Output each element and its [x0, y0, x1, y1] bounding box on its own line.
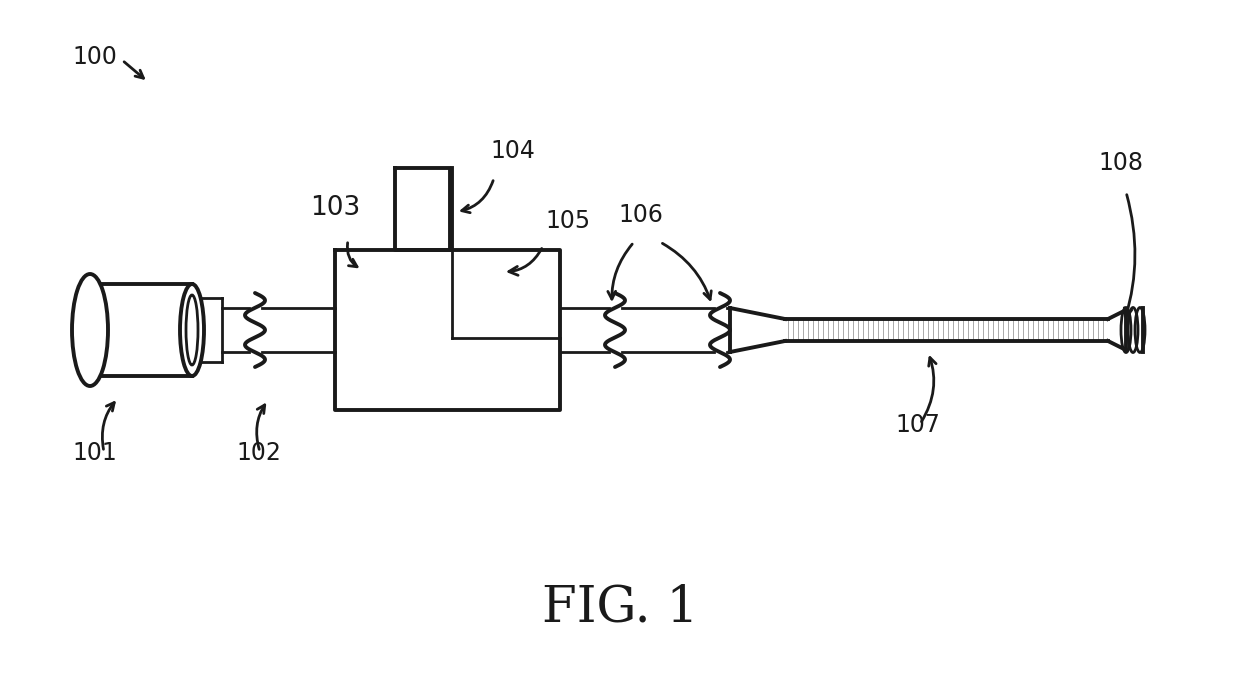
Ellipse shape: [72, 274, 108, 386]
Text: 104: 104: [490, 139, 534, 163]
Text: 102: 102: [236, 441, 281, 465]
Text: 107: 107: [895, 413, 940, 437]
Text: FIG. 1: FIG. 1: [542, 583, 698, 633]
Text: 101: 101: [72, 441, 117, 465]
Text: 106: 106: [618, 203, 663, 227]
Ellipse shape: [180, 284, 205, 376]
Text: 100: 100: [72, 45, 117, 69]
Text: 108: 108: [1097, 151, 1143, 175]
Text: 105: 105: [546, 209, 590, 233]
Text: 103: 103: [310, 195, 361, 221]
